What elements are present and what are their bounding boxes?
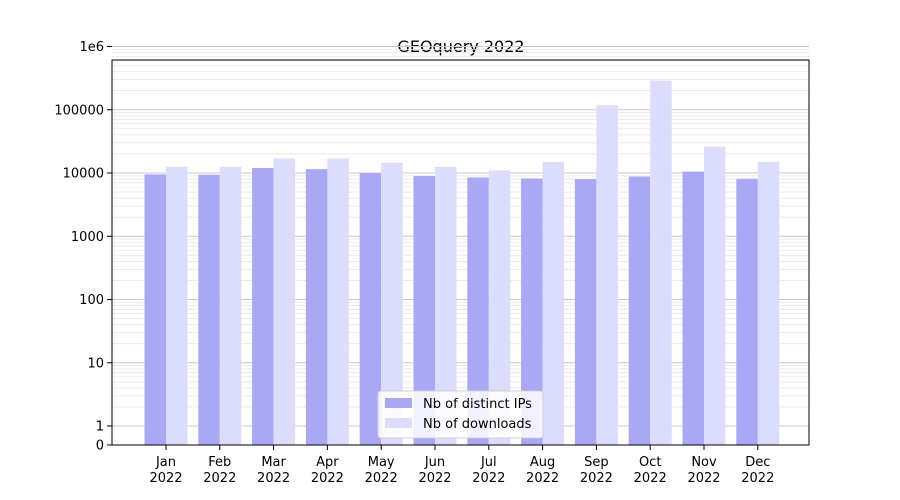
y-tick-label: 10	[87, 356, 104, 371]
bar-downloads	[704, 146, 726, 445]
x-tick-label: Feb	[208, 455, 231, 470]
bar-distinct-ips	[521, 178, 543, 445]
bar-downloads	[435, 166, 457, 446]
bar-downloads	[542, 161, 565, 445]
x-tick-label: Jun	[424, 455, 445, 470]
y-tick-label: 1e6	[79, 40, 104, 55]
plot-frame	[111, 59, 810, 446]
x-tick-label: Nov	[691, 455, 717, 470]
bar-distinct-ips	[305, 169, 328, 445]
bar-distinct-ips	[628, 176, 651, 445]
bar-downloads	[219, 166, 242, 446]
bar-downloads	[327, 158, 349, 445]
bar-distinct-ips	[574, 179, 597, 445]
bar-downloads	[650, 80, 672, 445]
x-tick-label: Aug	[530, 455, 555, 470]
y-tick-label: 100000	[54, 103, 104, 118]
x-tick-label: 2022	[311, 471, 344, 486]
x-tick-label: 2022	[203, 471, 236, 486]
x-tick-label: Sep	[584, 455, 609, 470]
bar-downloads	[488, 170, 511, 446]
y-tick-label: 100	[79, 293, 104, 308]
x-tick-label: Mar	[261, 455, 286, 470]
y-tick-label: 1000	[71, 230, 104, 245]
legend-label: Nb of distinct IPs	[423, 397, 532, 412]
x-tick-label: May	[368, 455, 395, 470]
x-tick-label: Dec	[745, 455, 770, 470]
x-axis: Jan2022Feb2022Mar2022Apr2022May2022Jun20…	[149, 445, 774, 486]
bar-distinct-ips	[682, 171, 704, 445]
legend: Nb of distinct IPs Nb of downloads	[377, 390, 544, 439]
x-tick-label: 2022	[418, 471, 451, 486]
bars	[144, 80, 780, 446]
x-tick-label: 2022	[365, 471, 398, 486]
legend-box	[377, 390, 544, 439]
bar-distinct-ips	[198, 174, 220, 446]
bar-downloads	[166, 166, 188, 446]
x-tick-label: 2022	[149, 471, 182, 486]
y-tick-label: 1	[96, 420, 104, 435]
x-tick-label: 2022	[634, 471, 667, 486]
x-tick-label: 2022	[257, 471, 290, 486]
x-tick-label: 2022	[687, 471, 720, 486]
legend-swatch	[385, 398, 412, 408]
x-tick-label: Jan	[155, 455, 176, 470]
bar-distinct-ips	[144, 174, 166, 445]
legend-swatch	[385, 418, 412, 428]
bar-distinct-ips	[252, 167, 274, 445]
legend-label: Nb of downloads	[423, 417, 532, 432]
x-tick-label: 2022	[741, 471, 774, 486]
x-tick-label: 2022	[526, 471, 559, 486]
bar-distinct-ips	[359, 173, 382, 445]
bar-distinct-ips	[736, 178, 758, 445]
x-tick-label: 2022	[580, 471, 613, 486]
x-tick-label: Jul	[480, 455, 497, 470]
x-tick-label: Oct	[639, 455, 661, 470]
bar-distinct-ips	[413, 175, 435, 445]
bar-downloads	[273, 158, 296, 445]
y-tick-label: 0	[96, 439, 104, 454]
x-tick-label: Apr	[316, 455, 339, 470]
bar-downloads	[381, 162, 403, 446]
x-tick-label: 2022	[472, 471, 505, 486]
bar-downloads	[596, 105, 618, 445]
bar-distinct-ips	[467, 177, 489, 446]
y-tick-label: 10000	[63, 167, 104, 182]
y-axis: 0 1 10 100 1000 10000 100000 1e6	[54, 40, 112, 454]
bar-downloads	[757, 161, 780, 445]
